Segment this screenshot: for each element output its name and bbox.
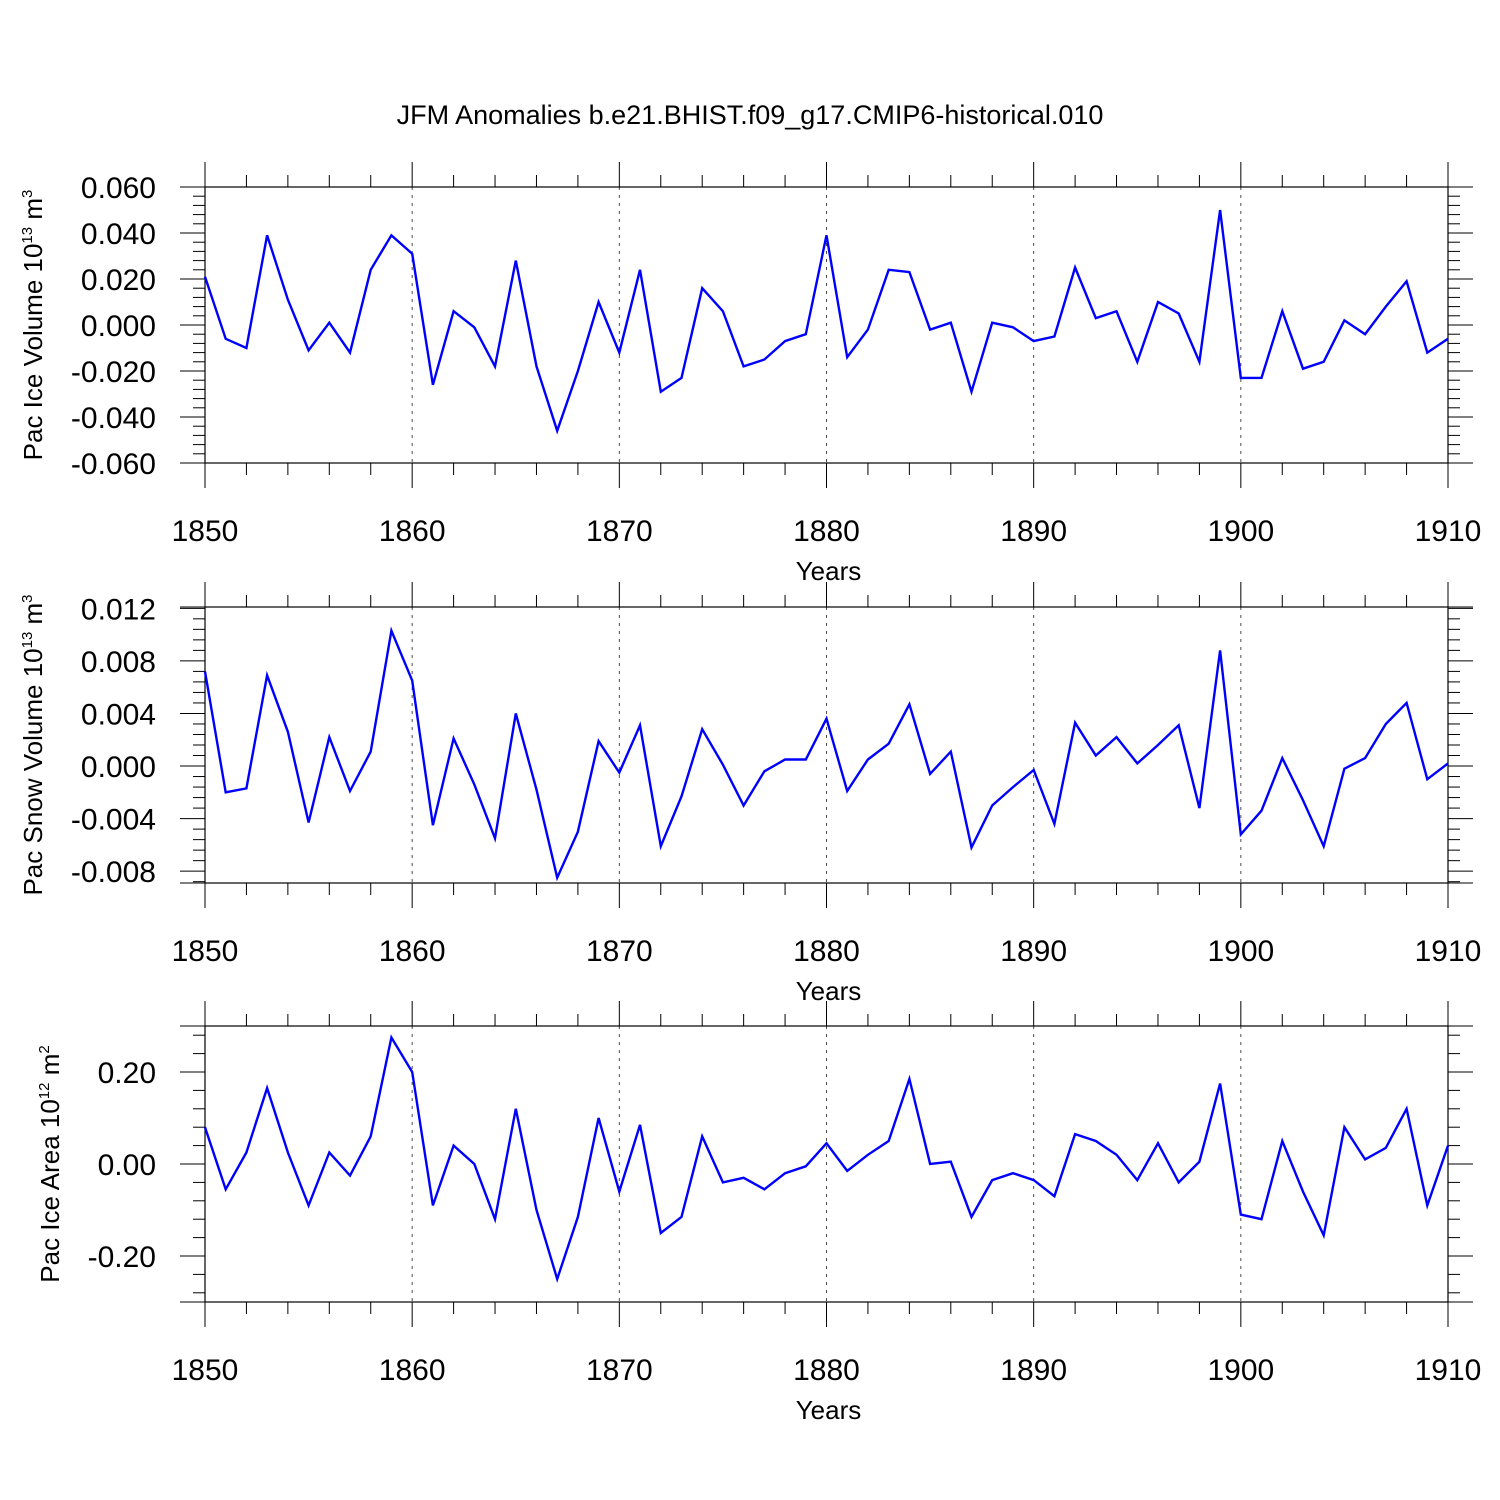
y-tick-label: 0.008	[81, 646, 156, 679]
x-tick-label: 1870	[586, 515, 653, 548]
x-axis-label: Years	[796, 556, 862, 586]
x-tick-label: 1850	[172, 1354, 239, 1387]
x-tick-label: 1880	[793, 515, 860, 548]
y-axis-label-unit-exponent: 3	[19, 190, 36, 198]
series-line	[203, 209, 1449, 435]
y-tick-label: -0.020	[71, 356, 156, 389]
y-tick-label: 0.020	[81, 264, 156, 297]
x-tick-label: 1860	[379, 515, 446, 548]
x-tick-label: 1880	[793, 935, 860, 968]
y-tick-label: -0.004	[71, 804, 156, 837]
chart-panel-3: 1850 1860 1870 1880 1890 1900 1910 0.20 0.00 -0.2…	[35, 1001, 1481, 1425]
y-axis-label-text: Pac Ice Volume 10	[18, 244, 48, 461]
x-tick-label: 1910	[1415, 515, 1482, 548]
y-axis-label: Pac Ice Volume 1013 m3	[18, 190, 48, 461]
y-axis-label-unit: m	[18, 198, 48, 227]
x-tick-label: 1860	[379, 1354, 446, 1387]
y-axis-label-exponent: 13	[19, 632, 36, 649]
y-tick-label: -0.20	[88, 1241, 156, 1274]
y-tick-label: 0.20	[98, 1057, 156, 1090]
x-tick-label: 1880	[793, 1354, 860, 1387]
x-tick-label: 1900	[1207, 1354, 1274, 1387]
x-tick-label: 1900	[1207, 515, 1274, 548]
series-line	[203, 1034, 1450, 1283]
x-axis-label: Years	[796, 1395, 862, 1425]
y-axis-label-unit-exponent: 3	[19, 594, 36, 602]
y-axis-label-unit-exponent: 2	[36, 1045, 53, 1053]
x-tick-label: 1890	[1000, 515, 1067, 548]
y-tick-label: 0.000	[81, 751, 156, 784]
y-tick-label: 0.012	[81, 593, 156, 626]
y-axis-label-text: Pac Ice Area 10	[35, 1099, 65, 1283]
chart-panel-2: 1850 1860 1870 1880 1890 1900 1910 0.012 0.008 0.…	[18, 582, 1481, 1006]
y-tick-label: 0.004	[81, 698, 156, 731]
x-tick-label: 1860	[379, 935, 446, 968]
y-axis-label-text: Pac Snow Volume 10	[18, 648, 48, 895]
y-axis-label: Pac Ice Area 1012 m2	[35, 1045, 65, 1282]
x-tick-label: 1910	[1415, 1354, 1482, 1387]
y-tick-label: 0.040	[81, 218, 156, 251]
series-line	[203, 626, 1449, 882]
y-tick-label: -0.060	[71, 448, 156, 481]
y-axis-label-exponent: 12	[36, 1082, 53, 1099]
figure-title: JFM Anomalies b.e21.BHIST.f09_g17.CMIP6-…	[397, 100, 1104, 130]
x-tick-label: 1890	[1000, 1354, 1067, 1387]
x-tick-label: 1870	[586, 935, 653, 968]
y-axis-label-unit: m	[35, 1054, 65, 1083]
y-tick-label: 0.060	[81, 172, 156, 205]
y-axis-label-unit: m	[18, 603, 48, 632]
chart-panel-1: 1850 1860 1870 1880 1890 1900 1910 0.060 0.040 0.…	[18, 162, 1481, 586]
x-axis-label: Years	[796, 976, 862, 1006]
x-tick-label: 1850	[172, 935, 239, 968]
y-axis-label: Pac Snow Volume 1013 m3	[18, 594, 48, 895]
x-tick-label: 1910	[1415, 935, 1482, 968]
x-tick-label: 1890	[1000, 935, 1067, 968]
x-tick-label: 1850	[172, 515, 239, 548]
x-tick-label: 1870	[586, 1354, 653, 1387]
x-tick-label: 1900	[1207, 935, 1274, 968]
panels: 1850 1860 1870 1880 1890 1900 1910 0.060 0.040 0.…	[18, 162, 1481, 1425]
y-tick-label: -0.008	[71, 856, 156, 889]
y-tick-label: 0.000	[81, 310, 156, 343]
y-tick-label: -0.040	[71, 402, 156, 435]
y-tick-label: 0.00	[98, 1149, 156, 1182]
y-axis-label-exponent: 13	[19, 227, 36, 244]
